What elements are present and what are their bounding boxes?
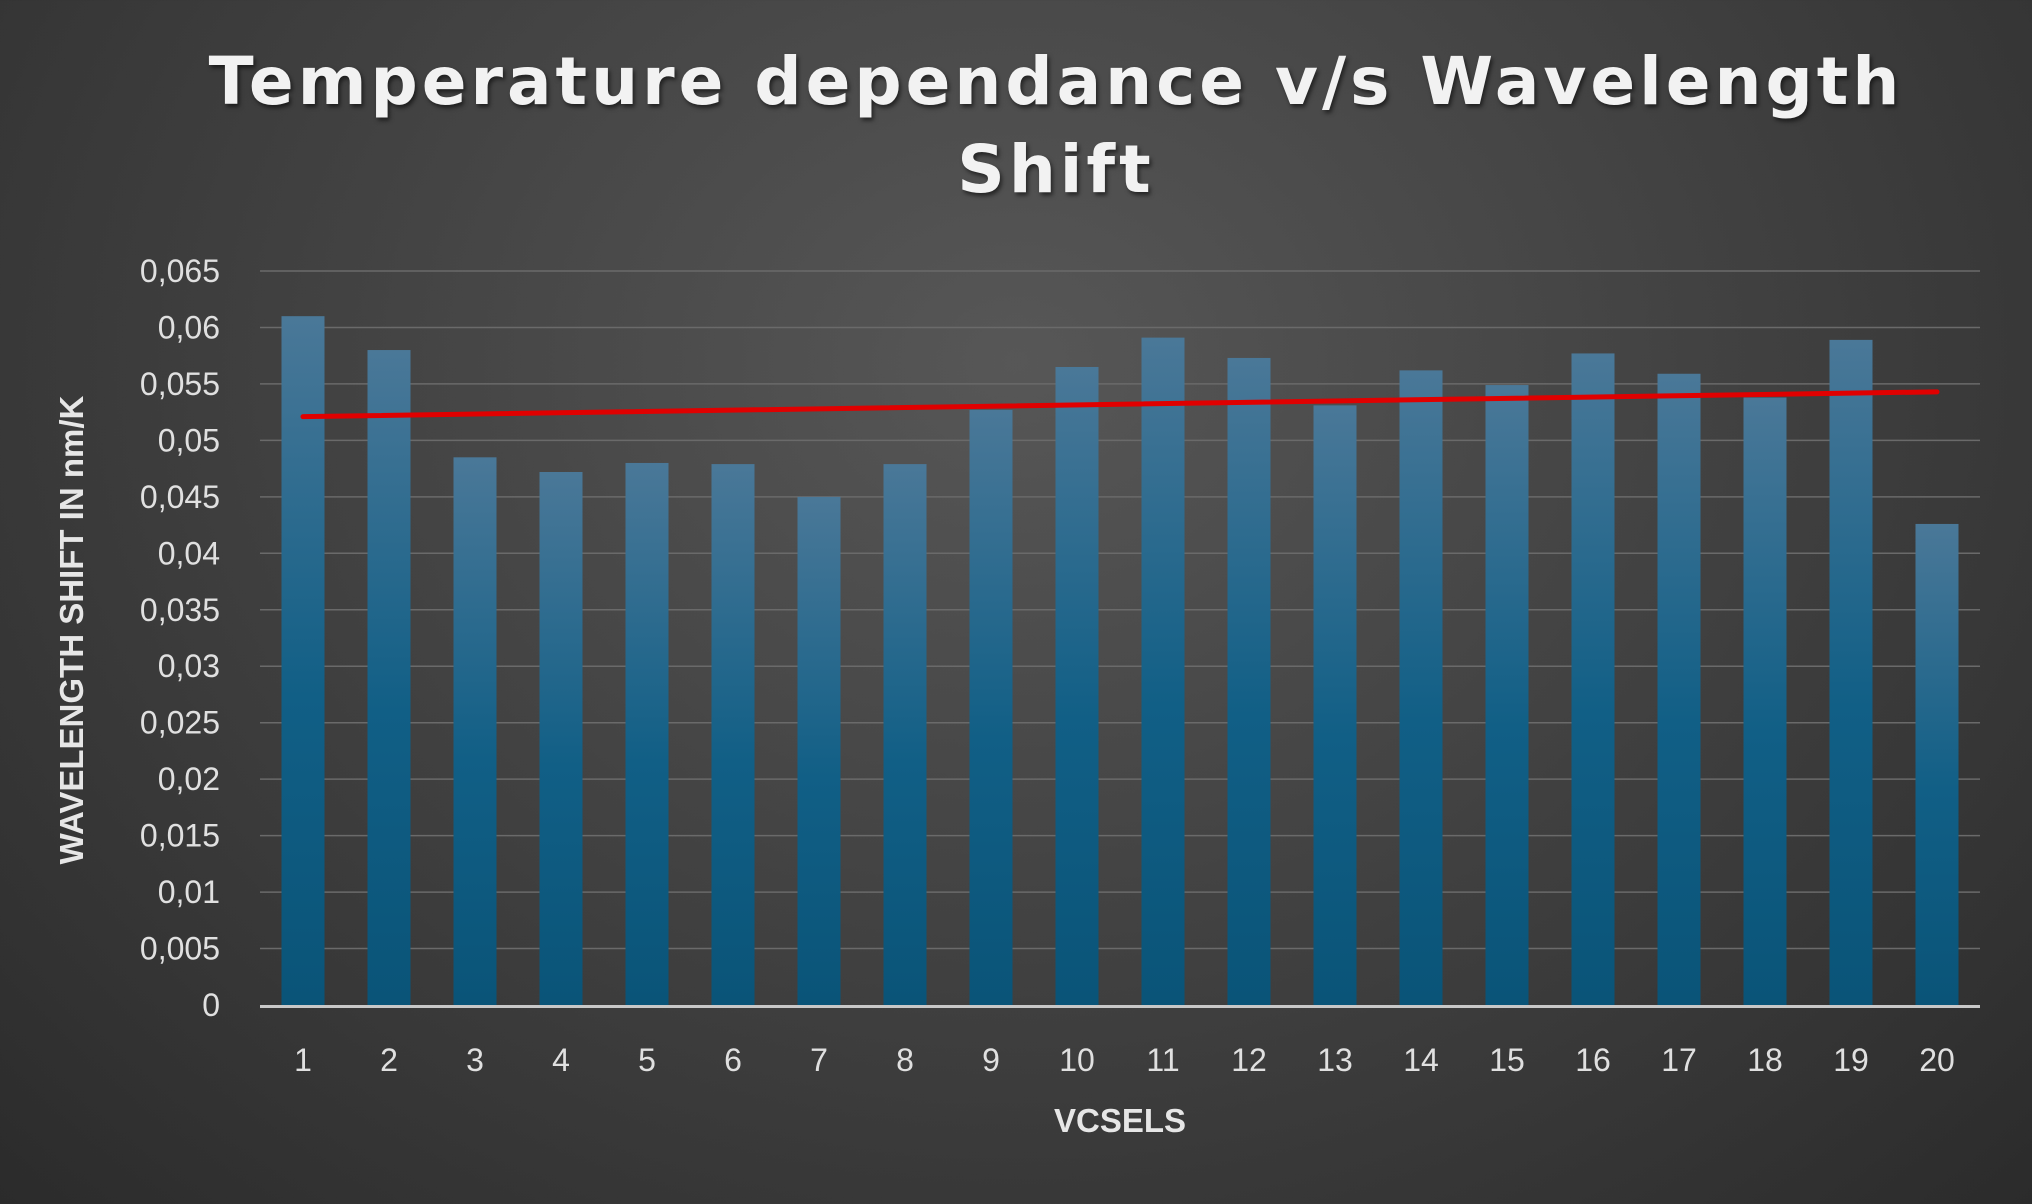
bar xyxy=(1055,366,1099,1005)
bar xyxy=(367,350,411,1005)
x-tick-label: 14 xyxy=(1403,1042,1439,1078)
bar xyxy=(453,457,497,1005)
chart-title: Temperature dependance v/s Wavelength Sh… xyxy=(0,38,2032,214)
x-tick-label: 5 xyxy=(638,1042,656,1078)
chart-title-line-1: Temperature dependance v/s Wavelength xyxy=(208,43,1904,120)
y-tick-label: 0,03 xyxy=(158,648,220,684)
x-tick-label: 20 xyxy=(1919,1042,1955,1078)
y-tick-label: 0,005 xyxy=(140,931,220,967)
x-tick-label: 10 xyxy=(1059,1042,1095,1078)
y-tick-label: 0,045 xyxy=(140,479,220,515)
y-axis-title: WAVELENGTH SHIFT IN nm/K xyxy=(53,395,90,865)
trendline-path xyxy=(300,389,1940,420)
x-tick-label: 4 xyxy=(552,1042,570,1078)
bar xyxy=(539,472,583,1006)
y-tick-label: 0 xyxy=(202,987,220,1023)
bar xyxy=(1657,373,1701,1005)
bar xyxy=(797,496,841,1005)
bar xyxy=(281,316,325,1006)
x-tick-label: 9 xyxy=(982,1042,1000,1078)
y-tick-label: 0,065 xyxy=(140,253,220,289)
bar xyxy=(1313,405,1357,1006)
x-tick-label: 7 xyxy=(810,1042,828,1078)
gridlines xyxy=(260,270,1980,950)
x-tick-labels: 1 2 3 4 5 6 7 8 9 10 11 12 13 14 15 16 17 18 19 20 xyxy=(294,1042,1955,1078)
x-tick-label: 17 xyxy=(1661,1042,1697,1078)
y-tick-label: 0,025 xyxy=(140,705,220,741)
x-tick-label: 15 xyxy=(1489,1042,1525,1078)
x-tick-label: 16 xyxy=(1575,1042,1611,1078)
bar xyxy=(1571,353,1615,1005)
chart-title-line-2: Shift xyxy=(957,131,1155,208)
x-tick-label: 12 xyxy=(1231,1042,1267,1078)
bar xyxy=(969,409,1013,1005)
bar xyxy=(1915,523,1959,1005)
bar xyxy=(1743,397,1787,1005)
x-tick-label: 3 xyxy=(466,1042,484,1078)
bar xyxy=(1485,385,1529,1005)
bar xyxy=(1227,357,1271,1005)
x-tick-label: 8 xyxy=(896,1042,914,1078)
bar xyxy=(883,464,927,1005)
x-tick-label: 19 xyxy=(1833,1042,1869,1078)
bar xyxy=(1141,337,1185,1005)
y-tick-label: 0,02 xyxy=(158,761,220,797)
x-axis-title: VCSELS xyxy=(1053,1102,1187,1139)
bar xyxy=(625,462,669,1005)
bar xyxy=(1399,370,1443,1005)
y-tick-label: 0,05 xyxy=(158,422,220,458)
x-tick-label: 11 xyxy=(1146,1042,1179,1078)
x-tick-label: 1 xyxy=(294,1042,312,1078)
bars xyxy=(281,316,1959,1006)
y-tick-label: 0,055 xyxy=(140,366,220,402)
y-tick-label: 0,06 xyxy=(158,309,220,345)
x-tick-label: 6 xyxy=(724,1042,742,1078)
y-tick-label: 0,035 xyxy=(140,592,220,628)
x-tick-label: 2 xyxy=(380,1042,398,1078)
trendline xyxy=(300,389,1940,420)
y-tick-label: 0,015 xyxy=(140,818,220,854)
y-tick-label: 0,04 xyxy=(158,535,220,571)
x-tick-label: 13 xyxy=(1317,1042,1353,1078)
y-tick-label: 0,01 xyxy=(158,874,220,910)
y-tick-labels: 0 0,005 0,01 0,015 0,02 0,025 0,03 0,035 0,04 0,0… xyxy=(140,253,220,1023)
bar xyxy=(1829,339,1873,1006)
x-tick-label: 18 xyxy=(1747,1042,1783,1078)
bar xyxy=(711,464,755,1005)
